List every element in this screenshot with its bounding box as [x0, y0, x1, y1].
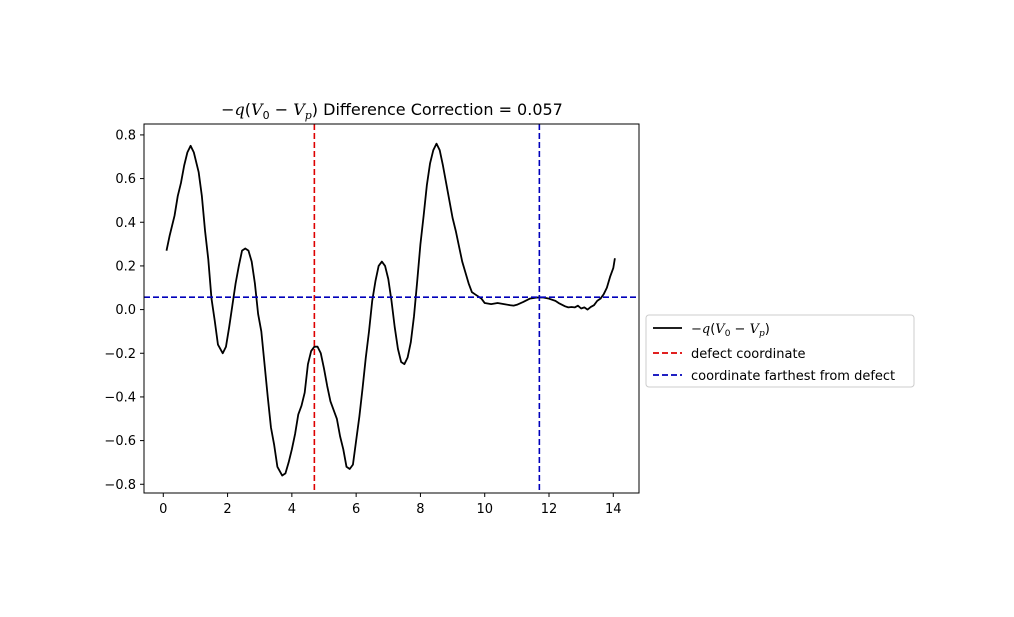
- legend: −q(V0 − Vp) defect coordinate coordinate…: [645, 314, 915, 388]
- y-tick-label: 0.4: [115, 216, 136, 231]
- plot-content: [144, 124, 639, 493]
- y-tick-label: −0.2: [104, 347, 136, 362]
- axes-frame: [143, 123, 640, 494]
- x-tick-label: 2: [223, 502, 231, 517]
- y-tick-label: 0.6: [115, 172, 136, 187]
- plot-area: [144, 124, 639, 493]
- x-tick-label: 6: [352, 502, 360, 517]
- x-tick-label: 14: [605, 502, 622, 517]
- x-tick-label: 4: [288, 502, 296, 517]
- y-tick-label: 0.0: [115, 303, 136, 318]
- legend-box: [645, 314, 915, 388]
- x-tick-label: 8: [416, 502, 424, 517]
- x-tick-label: 12: [541, 502, 558, 517]
- legend-label-defect: defect coordinate: [691, 347, 806, 362]
- x-tick-label: 0: [159, 502, 167, 517]
- legend-label-series: −q(V0 − Vp): [691, 322, 770, 339]
- chart-title: −q(V0 − Vp) Difference Correction = 0.05…: [221, 100, 563, 122]
- y-tick-label: −0.8: [104, 478, 136, 493]
- y-tick-label: 0.2: [115, 259, 136, 274]
- axes: 0 2 4 6 8 10 12 14 0.8 0.6 0.4 0.2 0.0 −0.2 −0.4 −0.6 −0…: [104, 123, 640, 517]
- legend-label-farthest: coordinate farthest from defect: [691, 369, 895, 384]
- y-tick-label: 0.8: [115, 128, 136, 143]
- x-tick-label: 10: [476, 502, 493, 517]
- chart-title-suffix: Difference Correction = 0.057: [318, 100, 563, 119]
- y-tick-label: −0.6: [104, 434, 136, 449]
- y-tick-label: −0.4: [104, 390, 136, 405]
